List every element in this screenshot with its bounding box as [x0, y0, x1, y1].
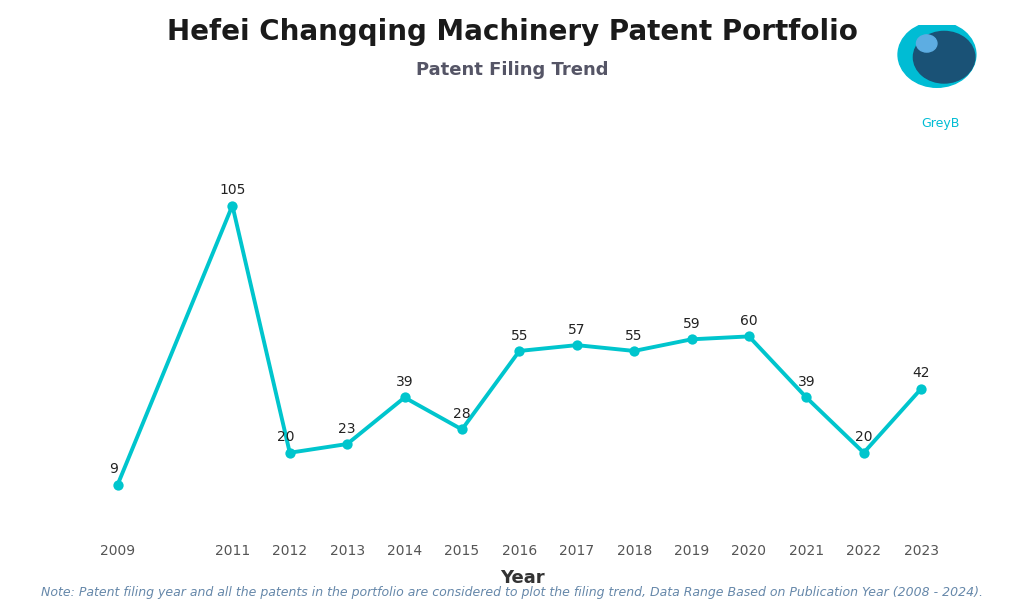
Text: 20: 20	[855, 430, 872, 445]
Text: 55: 55	[626, 328, 643, 343]
X-axis label: Year: Year	[500, 569, 545, 587]
Circle shape	[916, 35, 937, 52]
Circle shape	[913, 31, 975, 83]
Point	[856, 448, 872, 457]
Circle shape	[898, 22, 976, 87]
Text: Note: Patent filing year and all the patents in the portfolio are considered to : Note: Patent filing year and all the pat…	[41, 586, 983, 599]
Text: 39: 39	[395, 375, 414, 389]
Text: 57: 57	[568, 323, 586, 337]
Text: Patent Filing Trend: Patent Filing Trend	[416, 61, 608, 79]
Text: 42: 42	[912, 367, 930, 381]
Point	[913, 384, 930, 394]
Point	[454, 424, 470, 434]
Text: 59: 59	[683, 317, 700, 331]
Text: 23: 23	[338, 422, 356, 436]
Point	[396, 392, 413, 402]
Point	[568, 340, 585, 350]
Point	[798, 392, 814, 402]
Point	[683, 335, 699, 344]
Text: 55: 55	[511, 328, 528, 343]
Text: 9: 9	[109, 462, 118, 476]
Point	[224, 201, 241, 211]
Text: 28: 28	[454, 407, 471, 421]
Point	[740, 332, 757, 341]
Text: 60: 60	[740, 314, 758, 328]
Text: Hefei Changqing Machinery Patent Portfolio: Hefei Changqing Machinery Patent Portfol…	[167, 18, 857, 47]
Point	[110, 480, 126, 489]
Point	[626, 346, 642, 356]
Text: 20: 20	[276, 430, 294, 445]
Text: 105: 105	[219, 183, 246, 197]
Point	[511, 346, 527, 356]
Text: 39: 39	[798, 375, 815, 389]
Point	[282, 448, 298, 457]
Point	[339, 439, 355, 449]
Text: GreyB: GreyB	[921, 117, 959, 130]
